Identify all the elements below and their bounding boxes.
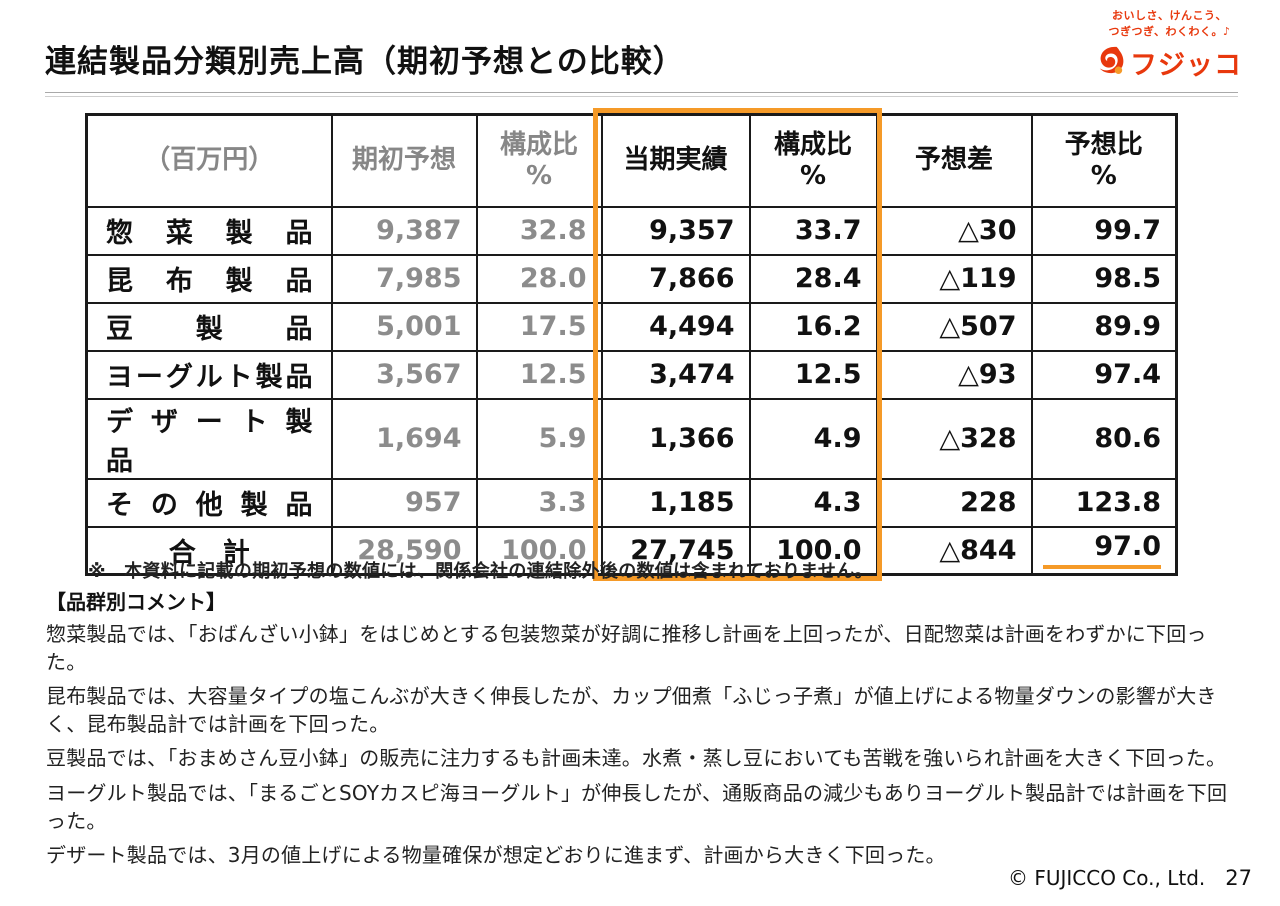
cell-forecast-pct: 5.9 — [475, 397, 603, 480]
comment-item: ヨーグルト製品では、「まるごとSOYカスピ海ヨーグルト」が伸長したが、通販商品の… — [46, 780, 1228, 833]
cell-diff: △507 — [875, 301, 1033, 352]
cell-forecast: 5,001 — [330, 301, 478, 352]
cell-diff-total: △844 — [875, 525, 1033, 576]
cell-category: 豆 製 品 — [85, 301, 333, 352]
cell-forecast-pct: 28.0 — [475, 253, 603, 304]
table-row: ヨーグルト製品 3,567 12.5 3,474 12.5 △93 97.4 — [85, 349, 1178, 400]
cell-actual: 1,366 — [600, 397, 751, 480]
cell-ratio: 98.5 — [1030, 253, 1178, 304]
cell-forecast-total: 28,590 — [330, 525, 478, 576]
logo-brand-row: フジッコ — [1097, 43, 1242, 82]
table-row: そ の 他 製 品 957 3.3 1,185 4.3 228 123.8 — [85, 477, 1178, 528]
comments-section: 【品群別コメント】 惣菜製品では、「おばんざい小鉢」をはじめとする包装惣菜が好調… — [46, 586, 1234, 877]
comment-item: 昆布製品では、大容量タイプの塩こんぶが大きく伸長したが、カップ佃煮「ふじっ子煮」… — [46, 684, 1217, 736]
cell-ratio: 99.7 — [1030, 205, 1178, 256]
cell-actual-pct: 28.4 — [748, 253, 878, 304]
table-row: 昆 布 製 品 7,985 28.0 7,866 28.4 △119 98.5 — [85, 253, 1178, 304]
page-number: 27 — [1225, 866, 1252, 890]
page-title: 連結製品分類別売上高（期初予想との比較） — [45, 44, 685, 80]
header-forecast-pct: 構成比 % — [475, 113, 603, 208]
cell-category: デ ザ ー ト 製 品 — [85, 397, 333, 480]
cell-ratio: 123.8 — [1030, 477, 1178, 528]
cell-ratio-total: 97.0 — [1030, 525, 1178, 576]
cell-actual-pct-total: 100.0 — [748, 525, 878, 576]
ratio-total-underlined-value: 97.0 — [1043, 531, 1161, 570]
table-row: デ ザ ー ト 製 品 1,694 5.9 1,366 4.9 △328 80.… — [85, 397, 1178, 480]
cell-diff: △119 — [875, 253, 1033, 304]
logo-tagline-line1: おいしさ、けんこう、 — [1112, 9, 1227, 22]
cell-category: そ の 他 製 品 — [85, 477, 333, 528]
sales-table-container: （百万円） 期初予想 構成比 % 当期実績 構成比 % 予想差 予想比 % 惣 … — [85, 108, 1178, 581]
cell-actual: 1,185 — [600, 477, 751, 528]
footer-copyright: © FUJICCO Co., Ltd. — [1007, 866, 1206, 890]
title-divider — [45, 92, 1238, 97]
sales-table: （百万円） 期初予想 構成比 % 当期実績 構成比 % 予想差 予想比 % 惣 … — [85, 113, 1178, 576]
cell-forecast: 957 — [330, 477, 478, 528]
table-header-row: （百万円） 期初予想 構成比 % 当期実績 構成比 % 予想差 予想比 % — [85, 113, 1178, 208]
cell-diff: 228 — [875, 477, 1033, 528]
cell-forecast: 7,985 — [330, 253, 478, 304]
cell-ratio: 80.6 — [1030, 397, 1178, 480]
cell-forecast-pct: 17.5 — [475, 301, 603, 352]
header-ratio: 予想比 % — [1030, 113, 1178, 208]
comment-item: デザート製品では、3月の値上げによる物量確保が想定どおりに進まず、計画から大きく… — [46, 843, 946, 868]
header-actual: 当期実績 — [600, 113, 751, 208]
cell-ratio: 89.9 — [1030, 301, 1178, 352]
logo-tagline-line2: つぎつぎ、わくわく。♪ — [1108, 24, 1231, 38]
cell-forecast-pct-total: 100.0 — [475, 525, 603, 576]
header-actual-pct: 構成比 % — [748, 113, 878, 208]
header-diff: 予想差 — [875, 113, 1033, 208]
cell-diff: △328 — [875, 397, 1033, 480]
footnote: ※ 本資料に記載の期初予想の数値には、関係会社の連結除外後の数値は含まれておりま… — [88, 561, 873, 582]
cell-category-total: 合 計 — [85, 525, 333, 576]
table-row: 豆 製 品 5,001 17.5 4,494 16.2 △507 89.9 — [85, 301, 1178, 352]
cell-actual: 3,474 — [600, 349, 751, 400]
cell-diff: △93 — [875, 349, 1033, 400]
cell-actual-pct: 12.5 — [748, 349, 878, 400]
logo-tagline: おいしさ、けんこう、 つぎつぎ、わくわく。♪ — [1097, 8, 1242, 40]
comment-item: 豆製品では、「おまめさん豆小鉢」の販売に注力するも計画未達。水煮・蒸し豆において… — [46, 746, 1227, 771]
brand-name: フジッコ — [1130, 49, 1242, 81]
table-row: 惣 菜 製 品 9,387 32.8 9,357 33.7 △30 99.7 — [85, 205, 1178, 256]
cell-actual-pct: 33.7 — [748, 205, 878, 256]
fujicco-logo: おいしさ、けんこう、 つぎつぎ、わくわく。♪ フジッコ — [1097, 8, 1242, 82]
cell-actual-total: 27,745 — [600, 525, 751, 576]
comments-heading: 【品群別コメント】 — [46, 590, 226, 614]
cell-actual-pct: 4.9 — [748, 397, 878, 480]
cell-category: 昆 布 製 品 — [85, 253, 333, 304]
cell-forecast-pct: 3.3 — [475, 477, 603, 528]
cell-diff: △30 — [875, 205, 1033, 256]
fujicco-mark-icon — [1097, 45, 1125, 79]
cell-forecast: 1,694 — [330, 397, 478, 480]
cell-forecast: 3,567 — [330, 349, 478, 400]
cell-forecast-pct: 12.5 — [475, 349, 603, 400]
footer: © FUJICCO Co., Ltd. 27 — [1008, 866, 1252, 890]
cell-actual: 4,494 — [600, 301, 751, 352]
header-forecast: 期初予想 — [330, 113, 478, 208]
cell-actual: 7,866 — [600, 253, 751, 304]
cell-actual: 9,357 — [600, 205, 751, 256]
cell-category: ヨーグルト製品 — [85, 349, 333, 400]
table-total-row: 合 計 28,590 100.0 27,745 100.0 △844 97.0 — [85, 525, 1178, 576]
cell-actual-pct: 4.3 — [748, 477, 878, 528]
cell-forecast: 9,387 — [330, 205, 478, 256]
comment-item: 惣菜製品では、「おばんざい小鉢」をはじめとする包装惣菜が好調に推移し計画を上回っ… — [46, 622, 1207, 674]
cell-category: 惣 菜 製 品 — [85, 205, 333, 256]
cell-ratio: 97.4 — [1030, 349, 1178, 400]
cell-actual-pct: 16.2 — [748, 301, 878, 352]
cell-forecast-pct: 32.8 — [475, 205, 603, 256]
header-unit: （百万円） — [85, 113, 333, 208]
